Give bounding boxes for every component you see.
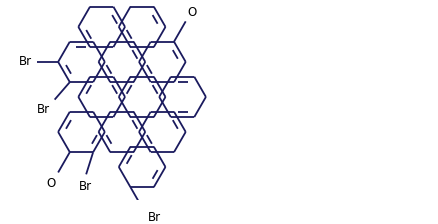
- Text: O: O: [187, 6, 197, 19]
- Text: Br: Br: [19, 55, 32, 68]
- Text: Br: Br: [148, 211, 161, 224]
- Text: O: O: [46, 177, 55, 190]
- Text: Br: Br: [37, 103, 50, 116]
- Text: Br: Br: [79, 180, 92, 193]
